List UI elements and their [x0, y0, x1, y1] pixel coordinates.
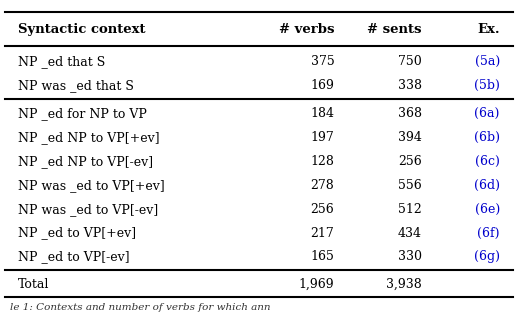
Text: (6e): (6e) [474, 203, 500, 216]
Text: NP _ed NP to VP[+ev]: NP _ed NP to VP[+ev] [18, 131, 160, 144]
Text: 394: 394 [398, 131, 422, 144]
Text: (6c): (6c) [475, 155, 500, 168]
Text: Ex.: Ex. [477, 23, 500, 37]
Text: # sents: # sents [367, 23, 422, 37]
Text: NP _ed to VP[+ev]: NP _ed to VP[+ev] [18, 226, 136, 240]
Text: 256: 256 [398, 155, 422, 168]
Text: NP was _ed to VP[+ev]: NP was _ed to VP[+ev] [18, 179, 165, 192]
Text: 184: 184 [310, 107, 334, 120]
Text: (6g): (6g) [474, 250, 500, 264]
Text: NP was _ed to VP[-ev]: NP was _ed to VP[-ev] [18, 203, 159, 216]
Text: (5a): (5a) [474, 55, 500, 68]
Text: 512: 512 [398, 203, 422, 216]
Text: 256: 256 [311, 203, 334, 216]
Text: NP _ed NP to VP[-ev]: NP _ed NP to VP[-ev] [18, 155, 153, 168]
Text: (6b): (6b) [474, 131, 500, 144]
Text: 368: 368 [398, 107, 422, 120]
Text: 556: 556 [398, 179, 422, 192]
Text: 338: 338 [398, 79, 422, 92]
Text: 197: 197 [311, 131, 334, 144]
Text: NP _ed to VP[-ev]: NP _ed to VP[-ev] [18, 250, 130, 264]
Text: (6f): (6f) [478, 226, 500, 240]
Text: NP _ed for NP to VP: NP _ed for NP to VP [18, 107, 147, 120]
Text: 434: 434 [398, 226, 422, 240]
Text: 750: 750 [398, 55, 422, 68]
Text: 330: 330 [398, 250, 422, 264]
Text: 1,969: 1,969 [299, 278, 334, 291]
Text: NP was _ed that S: NP was _ed that S [18, 79, 134, 92]
Text: 3,938: 3,938 [386, 278, 422, 291]
Text: 128: 128 [310, 155, 334, 168]
Text: Total: Total [18, 278, 50, 291]
Text: 165: 165 [310, 250, 334, 264]
Text: le 1: Contexts and number of verbs for which ann: le 1: Contexts and number of verbs for w… [10, 303, 271, 312]
Text: 217: 217 [311, 226, 334, 240]
Text: NP _ed that S: NP _ed that S [18, 55, 105, 68]
Text: # verbs: # verbs [279, 23, 334, 37]
Text: Syntactic context: Syntactic context [18, 23, 146, 37]
Text: (5b): (5b) [474, 79, 500, 92]
Text: (6a): (6a) [474, 107, 500, 120]
Text: 375: 375 [311, 55, 334, 68]
Text: 169: 169 [310, 79, 334, 92]
Text: 278: 278 [311, 179, 334, 192]
Text: (6d): (6d) [474, 179, 500, 192]
